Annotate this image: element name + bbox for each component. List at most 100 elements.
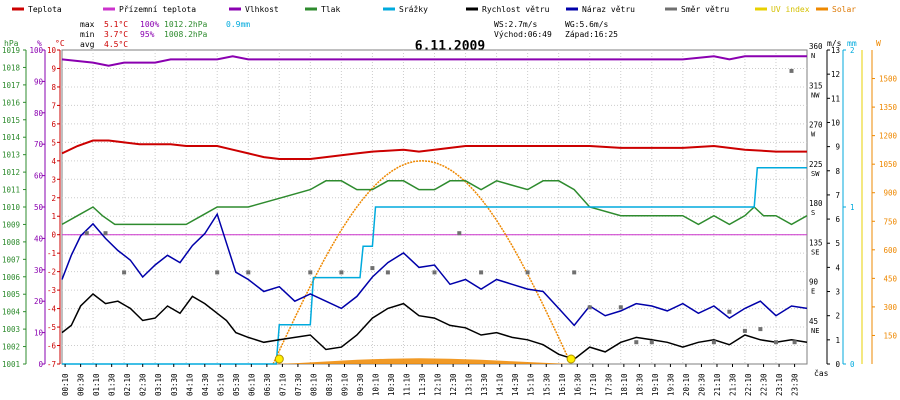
x-tick-label: 17:30	[604, 373, 613, 396]
axes: hPa1001100210031004100510061007100810091…	[2, 39, 897, 369]
legend-label: Rychlost větru	[482, 5, 550, 14]
direction-point	[727, 309, 732, 314]
direction-point	[246, 270, 251, 275]
legend-item-feels: Přízemní teplota	[103, 5, 196, 14]
axis-dir-label: E	[811, 288, 815, 296]
axis-ms-label: 10	[831, 118, 841, 127]
axis-dir-label: S	[811, 209, 815, 217]
x-tick-label: 00:30	[77, 373, 86, 396]
stat-temp: 3.7°C	[104, 30, 128, 39]
axis-ms-label: 13	[831, 46, 840, 55]
axis-degc-label: 2	[51, 194, 56, 203]
axis-w-label: 600	[883, 246, 897, 255]
x-tick-label: 08:10	[309, 373, 318, 396]
axis-ms-label: 12	[831, 70, 840, 79]
legend-item-wind: Rychlost větru	[466, 5, 550, 14]
x-tick-label: 05:10	[216, 373, 225, 396]
x-tick-label: 18:10	[620, 373, 629, 396]
x-tick-label: 04:10	[185, 373, 194, 396]
axis-hpa-label: 1018	[2, 63, 21, 72]
axis-ms-label: 7	[835, 191, 840, 200]
axis-hpa-label: 1012	[2, 168, 20, 177]
axis-degc-label: 0	[51, 231, 56, 240]
axis-hpa-label: 1015	[2, 116, 20, 125]
axis-deg-label: 270	[809, 121, 823, 130]
axis-mm-label: 1	[850, 203, 855, 212]
stat-label: avg	[80, 40, 95, 49]
series-humidity	[61, 55, 807, 67]
direction-point	[432, 270, 437, 275]
axis-hpa-label: 1013	[2, 151, 20, 160]
legend-item-pressure: Tlak	[305, 5, 340, 14]
x-tick-label: 17:10	[589, 373, 598, 396]
x-tick-label: 12:10	[434, 373, 443, 396]
axis-hpa-label: 1006	[2, 273, 21, 282]
x-tick-label: 23:30	[791, 373, 800, 396]
legend-label: Teplota	[28, 5, 62, 14]
axis-ms-label: 9	[835, 143, 840, 152]
axis-dir-label: N	[811, 52, 815, 60]
x-tick-label: 16:30	[573, 373, 582, 396]
axis-degc-label: -4	[47, 305, 57, 314]
axis-pct-label: 40	[34, 234, 44, 243]
stat-rain: 0.9mm	[226, 20, 250, 29]
sun-marker	[566, 354, 576, 364]
axis-dir-label: NW	[811, 91, 820, 99]
x-tick-label: 01:30	[108, 373, 117, 396]
x-tick-label: 18:30	[635, 373, 644, 396]
series-layer	[61, 55, 808, 365]
axis-degc-label: 6	[51, 120, 56, 129]
axis-degc-label: 4	[51, 157, 56, 166]
direction-point	[758, 327, 763, 332]
axis-degc-label: 3	[51, 175, 56, 184]
axis-deg-label: 315	[809, 81, 823, 90]
axis-w-label: 1050	[879, 160, 898, 169]
axis-deg-label: 135	[809, 238, 823, 247]
axis-ms-label: 2	[835, 312, 840, 321]
x-tick-label: 07:30	[294, 373, 303, 396]
x-tick-label: 22:10	[744, 373, 753, 396]
x-tick-label: 11:10	[403, 373, 412, 396]
direction-point	[649, 340, 654, 345]
direction-point	[587, 305, 592, 310]
legend-label: Vlhkost	[245, 5, 279, 14]
direction-point	[572, 270, 577, 275]
stat-wind-speed: WS:2.7m/s	[494, 20, 538, 29]
x-tick-label: 09:10	[340, 373, 349, 396]
axis-w-label: 1350	[879, 103, 898, 112]
x-tick-label: 00:10	[61, 373, 70, 396]
legend-label: Solar	[832, 5, 856, 14]
x-tick-label: 05:30	[232, 373, 241, 396]
direction-point	[84, 231, 89, 236]
x-tick-label: 07:10	[278, 373, 287, 396]
axis-w-label: 750	[883, 217, 897, 226]
x-tick-label: 09:30	[356, 373, 365, 396]
axis-ms-label: 3	[835, 288, 840, 297]
axis-degc-label: -2	[47, 268, 56, 277]
axis-w-label: 450	[883, 274, 897, 283]
x-tick-label: 02:10	[123, 373, 132, 396]
axis-hpa-label: 1010	[2, 203, 21, 212]
axis-degc-label: 9	[51, 64, 56, 73]
axis-pct-label: 0	[38, 360, 43, 369]
solar-arc	[272, 160, 572, 365]
axis-pct-label: 90	[34, 77, 44, 86]
x-tick-label: 15:10	[527, 373, 536, 396]
stat-humidity: 95%	[140, 30, 155, 39]
series-rain	[62, 167, 807, 365]
direction-point	[479, 270, 484, 275]
stat-wind-gust: WG:5.6m/s	[565, 20, 609, 29]
direction-point	[525, 270, 530, 275]
direction-point	[618, 305, 623, 310]
direction-point	[308, 270, 313, 275]
axis-ms-label: 11	[831, 94, 840, 103]
axis-hpa-label: 1014	[2, 133, 21, 142]
legend-label: Náraz větru	[582, 5, 635, 14]
direction-point	[457, 231, 462, 236]
axis-degc-label: -3	[47, 286, 56, 295]
x-tick-label: 20:30	[697, 373, 706, 396]
stat-pressure: 1012.2hPa	[164, 20, 208, 29]
axis-ms-label: 0	[835, 360, 840, 369]
solar-fill	[273, 358, 572, 364]
series-wind	[61, 293, 808, 361]
